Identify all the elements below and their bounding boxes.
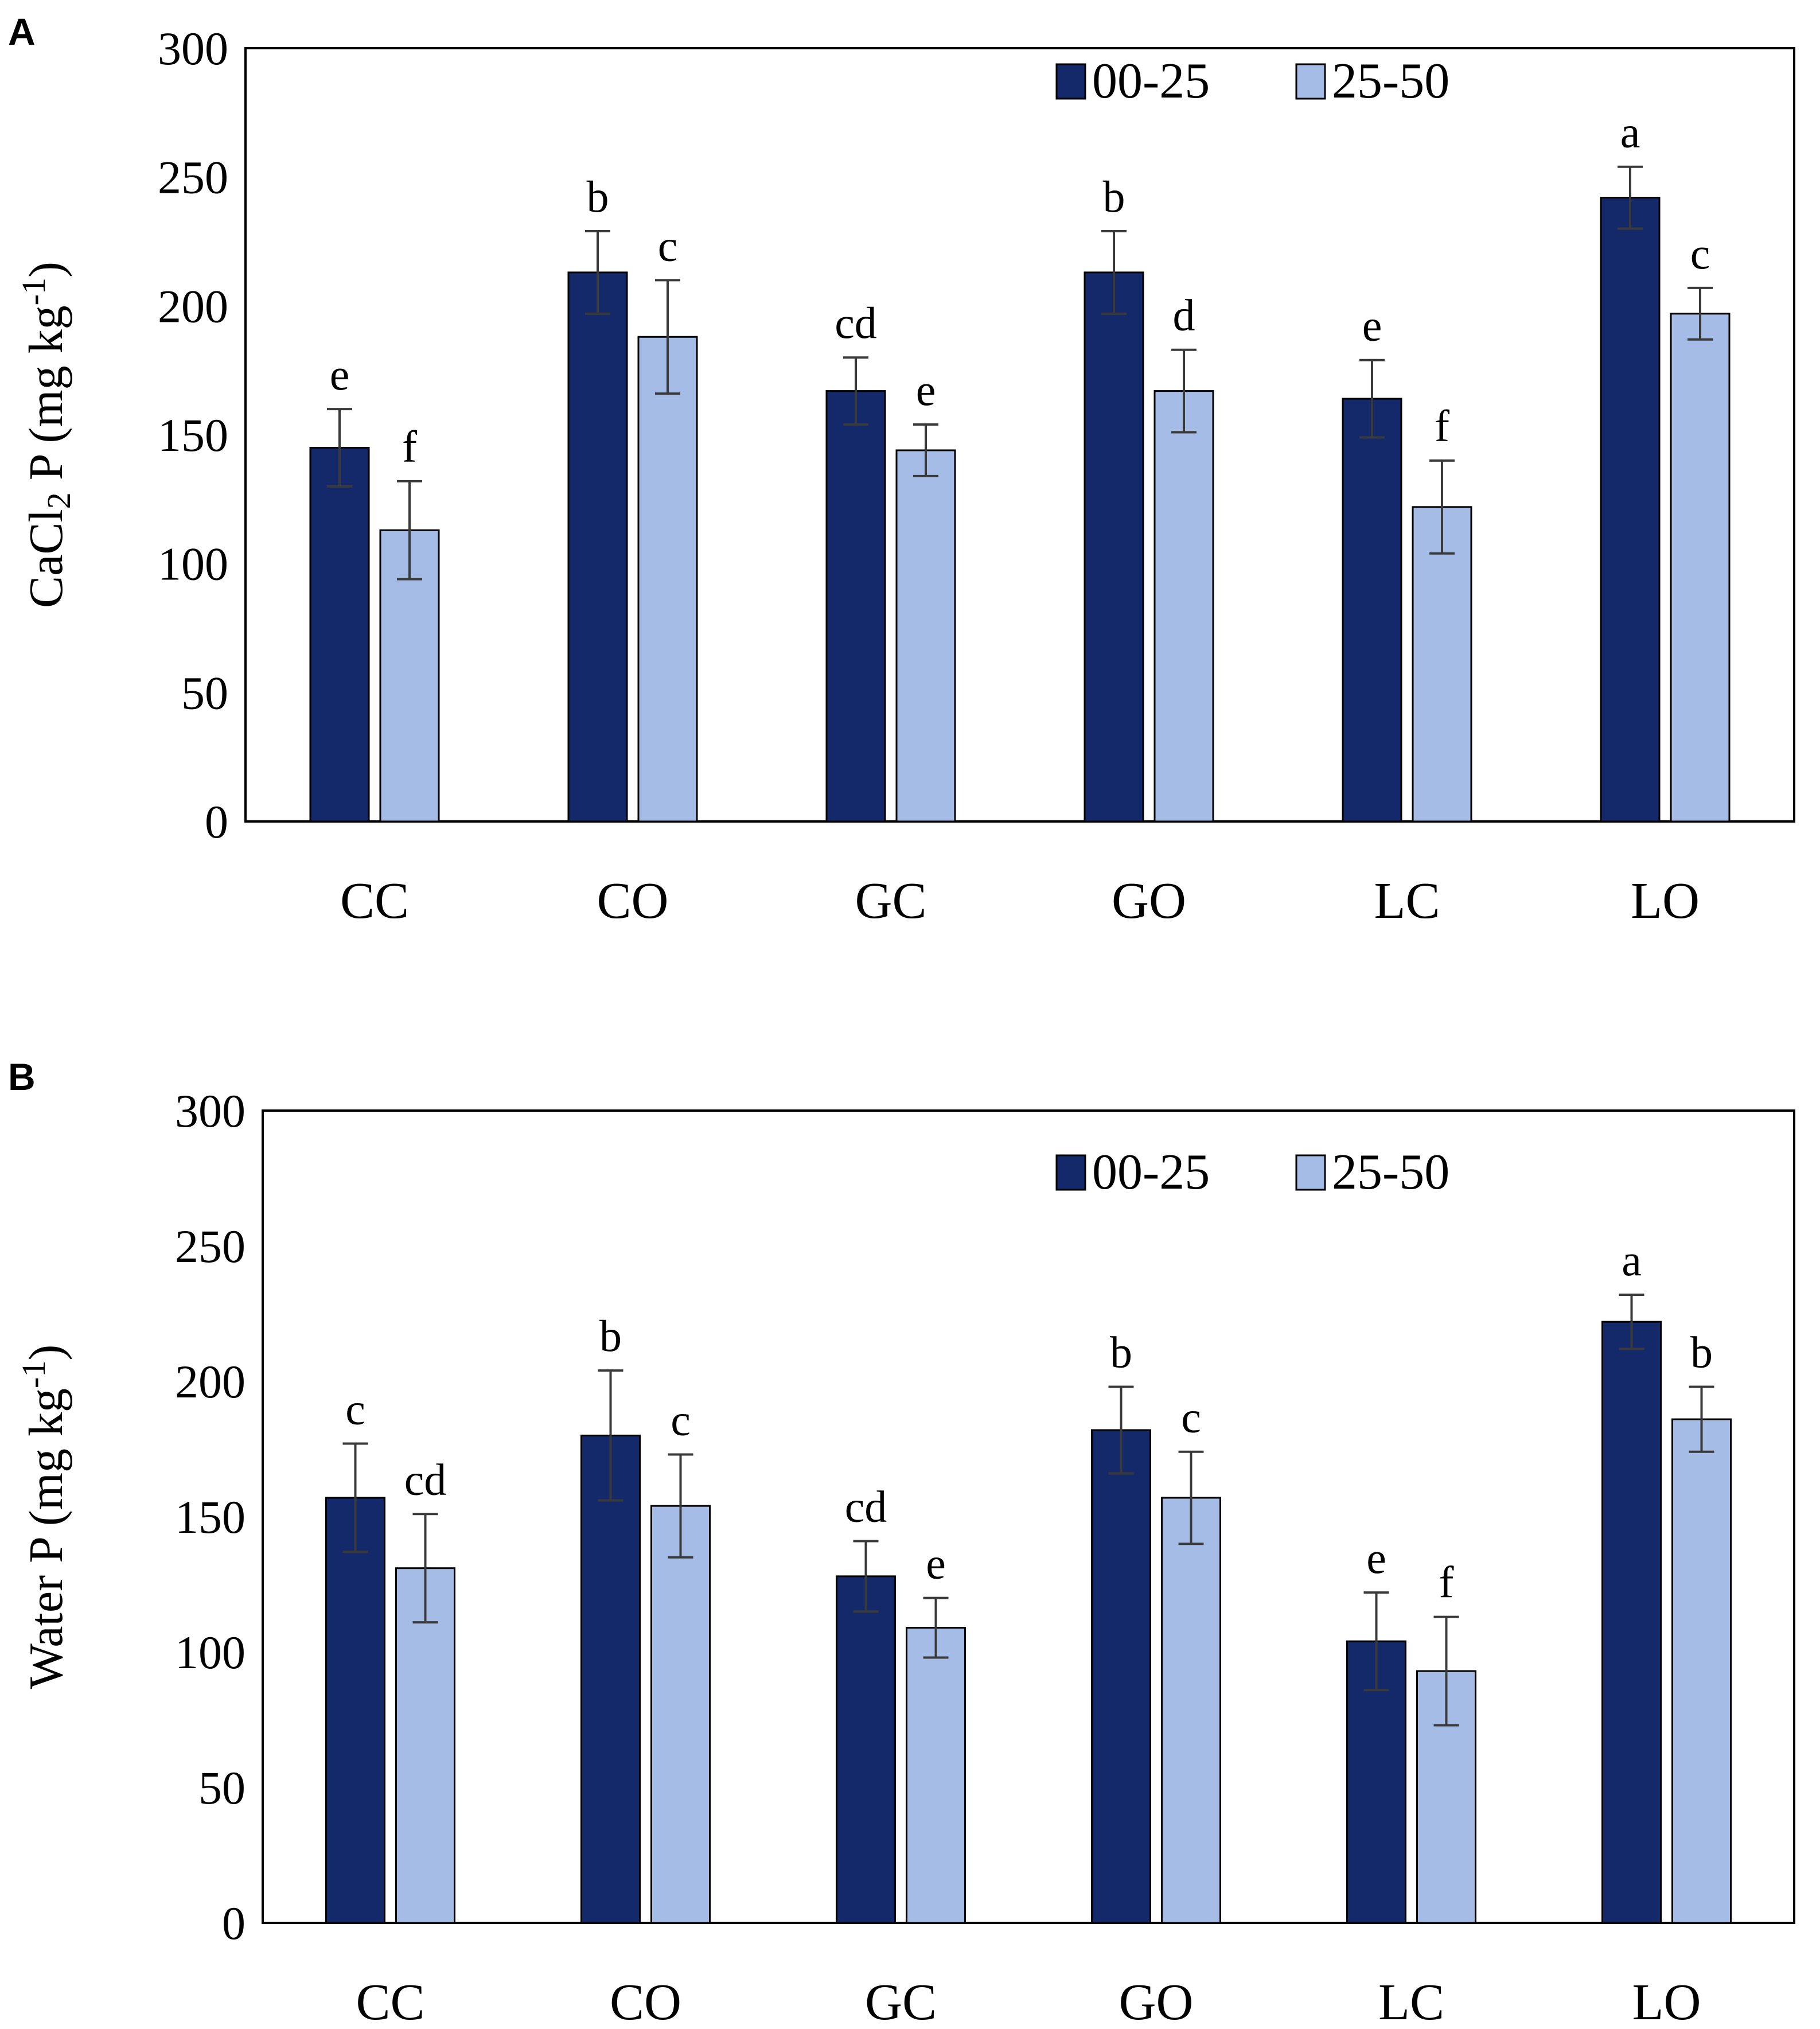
y-tick-label: 0 bbox=[205, 796, 228, 848]
x-category-label: LC bbox=[1378, 1974, 1444, 2029]
significance-label: b bbox=[1690, 1327, 1713, 1377]
y-tick-label: 150 bbox=[175, 1491, 245, 1543]
x-category-label: LC bbox=[1374, 873, 1440, 929]
plot-frame bbox=[244, 47, 1795, 823]
y-tick-label: 50 bbox=[181, 667, 228, 719]
bar-00-25 bbox=[1342, 398, 1402, 823]
significance-label: a bbox=[1622, 1235, 1642, 1285]
significance-label: a bbox=[1620, 107, 1640, 157]
y-axis-label: CaCl2 P (mg kg-1) bbox=[15, 262, 77, 608]
y-tick-label: 200 bbox=[175, 1356, 245, 1408]
significance-label: c bbox=[345, 1384, 365, 1434]
y-label-main: Water P (mg kg bbox=[20, 1388, 73, 1689]
panel-letter: A bbox=[8, 10, 36, 53]
x-category-label: LO bbox=[1631, 873, 1700, 929]
legend-swatch-00-25 bbox=[1055, 1154, 1086, 1191]
bar-00-25 bbox=[825, 390, 886, 823]
x-category-label: LO bbox=[1632, 1974, 1701, 2029]
legend-label: 00-25 bbox=[1092, 53, 1210, 109]
bar-25-50 bbox=[379, 529, 440, 823]
y-tick-label: 150 bbox=[158, 409, 228, 461]
y-tick-label: 300 bbox=[158, 22, 228, 75]
significance-label: e bbox=[1362, 301, 1382, 351]
y-tick-label: 100 bbox=[175, 1626, 245, 1678]
y-label-subscript: 2 bbox=[40, 492, 77, 509]
y-tick-label: 0 bbox=[222, 1897, 245, 1949]
bar-00-25 bbox=[1084, 271, 1144, 823]
x-category-label: GC bbox=[855, 873, 926, 929]
y-label-main: ) bbox=[20, 262, 73, 278]
y-label-superscript: -1 bbox=[15, 278, 52, 305]
y-tick-label: 100 bbox=[158, 538, 228, 590]
bar-00-25 bbox=[1600, 197, 1661, 823]
bar-00-25 bbox=[309, 446, 370, 823]
legend-swatch-00-25 bbox=[1055, 63, 1086, 100]
legend-swatch-25-50 bbox=[1295, 63, 1326, 100]
bar-00-25 bbox=[580, 1434, 641, 1924]
x-category-label: GO bbox=[1112, 873, 1186, 929]
x-category-label: CO bbox=[610, 1974, 681, 2029]
x-category-label: CC bbox=[340, 873, 409, 929]
significance-label: c bbox=[671, 1395, 691, 1444]
significance-label: e bbox=[926, 1539, 946, 1588]
y-tick-label: 50 bbox=[198, 1762, 245, 1814]
legend: 00-25 25-50 bbox=[1055, 1144, 1449, 1200]
significance-label: c bbox=[658, 220, 678, 270]
bar-25-50 bbox=[650, 1505, 711, 1924]
y-tick-label: 200 bbox=[158, 280, 228, 332]
bar-25-50 bbox=[895, 449, 956, 823]
significance-label: b bbox=[587, 172, 609, 221]
y-label-main: P (mg kg bbox=[20, 305, 73, 492]
significance-label: c bbox=[1181, 1392, 1201, 1442]
significance-label: f bbox=[1439, 1557, 1454, 1607]
x-category-label: GC bbox=[865, 1974, 937, 2029]
plot-frame bbox=[262, 1109, 1795, 1924]
significance-label: cd bbox=[835, 298, 877, 348]
significance-label: f bbox=[402, 422, 417, 472]
significance-label: b bbox=[1103, 172, 1125, 221]
bar-25-50 bbox=[1670, 313, 1731, 823]
bar-00-25 bbox=[1091, 1429, 1151, 1924]
y-axis-label: Water P (mg kg-1) bbox=[15, 1345, 73, 1689]
significance-label: d bbox=[1173, 290, 1195, 340]
bar-25-50 bbox=[1153, 390, 1214, 823]
significance-label: e bbox=[1366, 1533, 1386, 1583]
significance-label: e bbox=[916, 365, 936, 415]
significance-label: f bbox=[1435, 401, 1449, 451]
significance-label: c bbox=[1690, 228, 1710, 278]
bar-25-50 bbox=[637, 336, 698, 823]
bar-00-25 bbox=[325, 1497, 385, 1924]
x-category-label: GO bbox=[1119, 1974, 1194, 2029]
legend-label: 25-50 bbox=[1332, 1144, 1449, 1200]
significance-label: b bbox=[1110, 1327, 1132, 1377]
legend-label: 25-50 bbox=[1332, 53, 1449, 109]
y-tick-label: 250 bbox=[158, 151, 228, 204]
significance-label: cd bbox=[845, 1481, 887, 1531]
y-label-main: ) bbox=[20, 1345, 73, 1361]
x-category-label: CO bbox=[597, 873, 668, 929]
x-category-label: CC bbox=[356, 1974, 424, 2029]
legend: 00-25 25-50 bbox=[1055, 53, 1449, 109]
bar-25-50 bbox=[1161, 1497, 1221, 1924]
y-label-superscript: -1 bbox=[15, 1361, 52, 1388]
bar-00-25 bbox=[836, 1575, 896, 1924]
bar-00-25 bbox=[567, 271, 628, 823]
panel-letter: B bbox=[8, 1056, 36, 1098]
bar-25-50 bbox=[1671, 1418, 1732, 1924]
significance-label: cd bbox=[404, 1454, 447, 1504]
bar-25-50 bbox=[906, 1627, 966, 1924]
legend-label: 00-25 bbox=[1092, 1144, 1210, 1200]
legend-swatch-25-50 bbox=[1295, 1154, 1326, 1191]
panel-a-chart: A 0 50 100 150 200 250 300 CaCl2 P (mg kg-1) CC e f… bbox=[8, 10, 1795, 929]
y-tick-label: 250 bbox=[175, 1220, 245, 1272]
significance-label: e bbox=[330, 349, 350, 399]
bar-00-25 bbox=[1601, 1321, 1662, 1924]
significance-label: b bbox=[599, 1311, 622, 1361]
bar-25-50 bbox=[395, 1567, 455, 1924]
y-label-main: CaCl bbox=[20, 509, 73, 608]
y-tick-label: 300 bbox=[175, 1085, 245, 1137]
bar-25-50 bbox=[1412, 506, 1472, 823]
